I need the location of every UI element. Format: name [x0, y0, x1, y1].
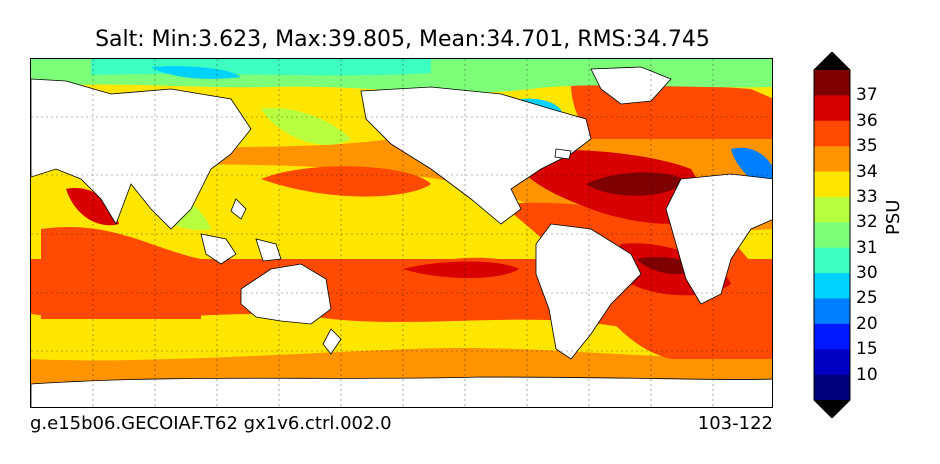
colorbar-tick-label: 30	[856, 263, 878, 284]
colorbar-segment	[814, 70, 850, 96]
salinity-map	[30, 58, 773, 408]
colorbar-segment	[814, 349, 850, 376]
colorbar-extend-top	[814, 52, 850, 70]
colorbar-segment	[814, 247, 850, 274]
colorbar-extend-bottom	[814, 400, 850, 418]
colorbar-tick-label: 36	[856, 110, 878, 131]
colorbar	[813, 52, 851, 418]
colorbar-segment	[814, 146, 850, 173]
colorbar-tick-label: 31	[856, 237, 878, 258]
map-title: Salt: Min:3.623, Max:39.805, Mean:34.701…	[95, 27, 710, 52]
colorbar-tick-label: 10	[856, 364, 878, 385]
colorbar-outline	[813, 52, 851, 418]
year-range-caption: 103-122	[697, 413, 773, 434]
run-name-caption: g.e15b06.GECOIAF.T62 gx1v6.ctrl.002.0	[30, 413, 392, 434]
colorbar-tick-label: 37	[856, 85, 878, 106]
colorbar-segment	[814, 196, 850, 223]
colorbar-segment	[814, 323, 850, 350]
colorbar-tick-label: 32	[856, 212, 878, 233]
colorbar-segment	[814, 95, 850, 122]
colorbar-tick-label: 34	[856, 161, 878, 182]
colorbar-segment	[814, 222, 850, 249]
colorbar-segment	[814, 273, 850, 299]
colorbar-tick-label: 15	[856, 339, 878, 360]
colorbar-segment	[814, 298, 850, 325]
colorbar-segment	[814, 120, 850, 147]
colorbar-tick-label: 35	[856, 136, 878, 157]
colorbar-segment	[814, 171, 850, 198]
colorbar-tick-label: 25	[856, 288, 878, 309]
colorbar-tick-label: 33	[856, 186, 878, 207]
colorbar-tick-label: 20	[856, 313, 878, 334]
colorbar-label: PSU	[883, 199, 904, 235]
colorbar-segment	[814, 374, 850, 401]
